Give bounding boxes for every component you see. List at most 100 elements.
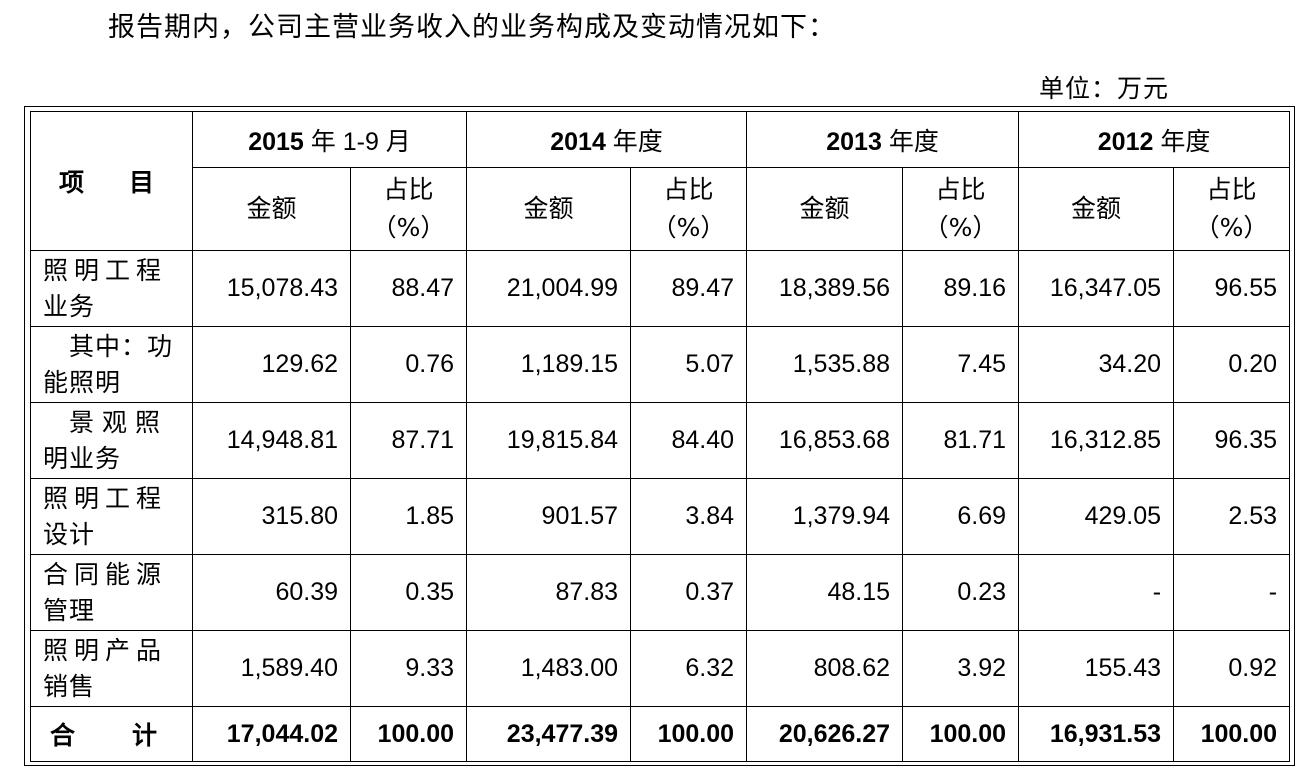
ratio-cell: 87.71 bbox=[349, 402, 468, 479]
amount-cell: 808.62 bbox=[746, 630, 904, 707]
row-label: 景观照明业务 bbox=[30, 402, 193, 479]
ratio-cell: 6.69 bbox=[902, 478, 1020, 555]
ratio-header-line1: 占比 bbox=[383, 175, 434, 204]
total-ratio-cell: 100.00 bbox=[1173, 706, 1291, 762]
row-label-line1: 照明工程 bbox=[43, 255, 168, 285]
amount-cell: 901.57 bbox=[466, 478, 632, 555]
ratio-cell: 6.32 bbox=[630, 630, 748, 707]
amount-cell: 1,535.88 bbox=[746, 326, 904, 403]
row-label-line2: 销售 bbox=[43, 671, 96, 701]
period-suffix: 年度 bbox=[605, 127, 663, 156]
amount-header: 金额 bbox=[466, 167, 632, 251]
amount-cell: 1,589.40 bbox=[192, 630, 351, 707]
row-label: 合同能源 管理 bbox=[30, 554, 193, 631]
ratio-cell: 89.47 bbox=[630, 250, 748, 327]
ratio-cell: 9.33 bbox=[349, 630, 468, 707]
period-year: 2015 bbox=[248, 127, 304, 156]
ratio-cell: 2.53 bbox=[1173, 478, 1291, 555]
amount-cell: 14,948.81 bbox=[192, 402, 351, 479]
row-label-line1: 其中：功 bbox=[69, 331, 174, 361]
ratio-header: 占比 （%） bbox=[630, 167, 748, 251]
period-suffix: 年 1-9 月 bbox=[303, 127, 411, 156]
ratio-cell: 3.92 bbox=[902, 630, 1020, 707]
ratio-header-line2: （%） bbox=[1194, 213, 1269, 242]
ratio-cell: 7.45 bbox=[902, 326, 1020, 403]
row-label-line1: 照明产品 bbox=[43, 635, 168, 665]
total-label: 合 计 bbox=[30, 706, 193, 762]
row-label-line1: 照明工程 bbox=[43, 483, 168, 513]
header-row-columns: 金额 占比 （%） 金额 占比 （%） 金额 占比 （%） 金额 占比 （%） bbox=[31, 167, 1291, 251]
amount-cell: 155.43 bbox=[1018, 630, 1175, 707]
amount-cell: 15,078.43 bbox=[192, 250, 351, 327]
amount-cell: - bbox=[1018, 554, 1175, 631]
ratio-cell: 88.47 bbox=[349, 250, 468, 327]
ratio-header-line1: 占比 bbox=[663, 175, 714, 204]
ratio-cell: 96.35 bbox=[1173, 402, 1291, 479]
ratio-header: 占比 （%） bbox=[902, 167, 1020, 251]
amount-cell: 16,347.05 bbox=[1018, 250, 1175, 327]
amount-cell: 18,389.56 bbox=[746, 250, 904, 327]
row-label: 照明工程 业务 bbox=[30, 250, 193, 327]
ratio-cell: 3.84 bbox=[630, 478, 748, 555]
amount-cell: 429.05 bbox=[1018, 478, 1175, 555]
period-year: 2013 bbox=[826, 127, 882, 156]
intro-paragraph: 报告期内，公司主营业务收入的业务构成及变动情况如下： bbox=[108, 12, 836, 43]
period-suffix: 年度 bbox=[881, 127, 939, 156]
ratio-cell: - bbox=[1173, 554, 1291, 631]
total-row: 合 计 17,044.02 100.00 23,477.39 100.00 20… bbox=[30, 706, 1291, 762]
table-row: 其中：功 能照明 129.62 0.76 1,189.15 5.07 1,535.… bbox=[30, 326, 1291, 403]
total-ratio-cell: 100.00 bbox=[902, 706, 1020, 762]
table-row: 照明产品销售 1,589.40 9.33 1,483.00 6.32 808.6… bbox=[30, 630, 1291, 707]
total-amount-cell: 23,477.39 bbox=[466, 706, 632, 762]
table-outer-frame bbox=[24, 106, 1295, 766]
row-label-line2: 业务 bbox=[43, 291, 96, 321]
amount-cell: 1,483.00 bbox=[466, 630, 632, 707]
row-label-line1: 合同能源 bbox=[43, 559, 168, 589]
amount-cell: 19,815.84 bbox=[466, 402, 632, 479]
row-label-line2: 明业务 bbox=[43, 443, 122, 473]
table-row: 景观照明业务 14,948.81 87.71 19,815.84 84.40 1… bbox=[30, 402, 1291, 479]
revenue-composition-table: 项 目 2015 年 1-9 月 2014 年度 2013 年度 2012 年度… bbox=[30, 111, 1291, 762]
total-amount-cell: 17,044.02 bbox=[192, 706, 351, 762]
total-amount-cell: 16,931.53 bbox=[1018, 706, 1175, 762]
amount-cell: 34.20 bbox=[1018, 326, 1175, 403]
period-header: 2014 年度 bbox=[466, 111, 748, 168]
row-label-line2: 管理 bbox=[43, 595, 96, 625]
ratio-cell: 0.37 bbox=[630, 554, 748, 631]
amount-cell: 87.83 bbox=[466, 554, 632, 631]
period-header: 2012 年度 bbox=[1018, 111, 1291, 168]
unit-label: 单位：万元 bbox=[1038, 74, 1169, 103]
period-suffix: 年度 bbox=[1153, 127, 1211, 156]
period-header: 2013 年度 bbox=[746, 111, 1020, 168]
ratio-cell: 0.23 bbox=[902, 554, 1020, 631]
row-label: 照明工程 设计 bbox=[30, 478, 193, 555]
row-label-line1: 景观照 bbox=[69, 407, 169, 437]
ratio-cell: 0.76 bbox=[349, 326, 468, 403]
period-year: 2014 bbox=[550, 127, 606, 156]
row-label-line2: 能照明 bbox=[43, 367, 122, 397]
amount-cell: 48.15 bbox=[746, 554, 904, 631]
row-label: 照明产品 销售 bbox=[30, 630, 193, 707]
ratio-cell: 0.20 bbox=[1173, 326, 1291, 403]
ratio-header-line1: 占比 bbox=[1206, 175, 1257, 204]
amount-cell: 1,379.94 bbox=[746, 478, 904, 555]
total-amount-cell: 20,626.27 bbox=[746, 706, 904, 762]
total-ratio-cell: 100.00 bbox=[630, 706, 748, 762]
ratio-cell: 1.85 bbox=[349, 478, 468, 555]
ratio-header-line2: （%） bbox=[923, 213, 998, 242]
amount-cell: 129.62 bbox=[192, 326, 351, 403]
table-row: 照明工程 设计 315.80 1.85 901.57 3.84 1,379.94 … bbox=[30, 478, 1291, 555]
ratio-header-line2: （%） bbox=[651, 213, 726, 242]
period-header: 2015 年 1-9 月 bbox=[191, 111, 468, 168]
ratio-header: 占比 （%） bbox=[349, 167, 468, 251]
ratio-cell: 96.55 bbox=[1173, 250, 1291, 327]
row-label: 其中：功能照明 bbox=[30, 326, 193, 403]
ratio-cell: 81.71 bbox=[902, 402, 1020, 479]
amount-cell: 60.39 bbox=[192, 554, 351, 631]
ratio-cell: 89.16 bbox=[902, 250, 1020, 327]
ratio-cell: 84.40 bbox=[630, 402, 748, 479]
ratio-header-line1: 占比 bbox=[935, 175, 986, 204]
amount-cell: 1,189.15 bbox=[466, 326, 632, 403]
amount-header: 金额 bbox=[192, 167, 351, 251]
amount-cell: 16,853.68 bbox=[746, 402, 904, 479]
